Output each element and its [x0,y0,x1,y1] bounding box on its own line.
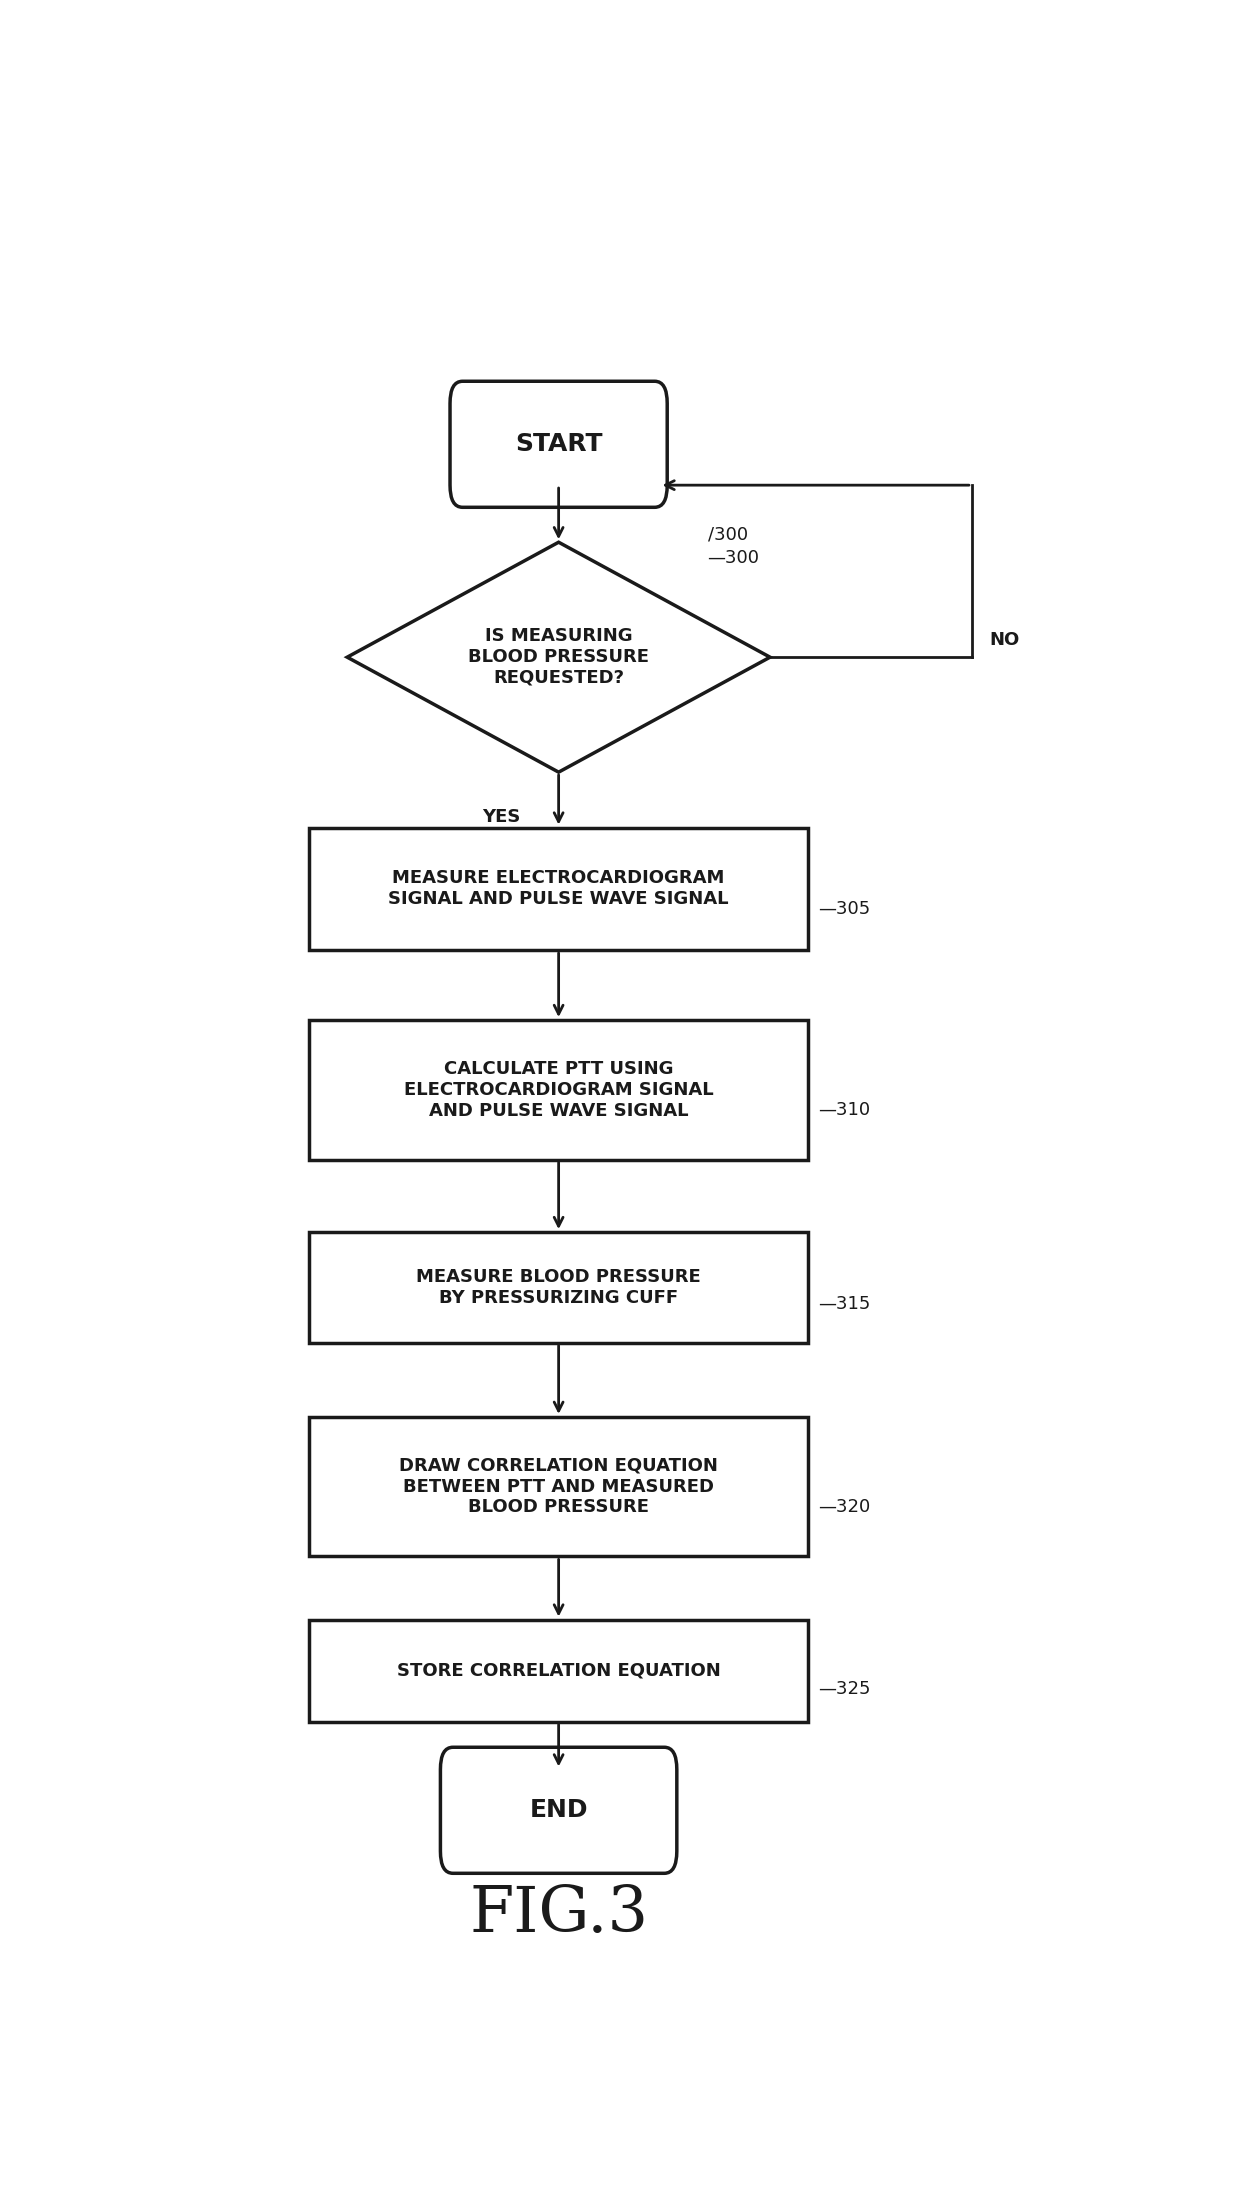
Text: CALCULATE PTT USING
ELECTROCARDIOGRAM SIGNAL
AND PULSE WAVE SIGNAL: CALCULATE PTT USING ELECTROCARDIOGRAM SI… [404,1060,713,1119]
Bar [309,1619,808,1721]
FancyBboxPatch shape [450,380,667,507]
Text: /300: /300 [708,526,748,544]
Bar [309,1418,808,1557]
Text: MEASURE ELECTROCARDIOGRAM
SIGNAL AND PULSE WAVE SIGNAL: MEASURE ELECTROCARDIOGRAM SIGNAL AND PUL… [388,869,729,909]
Text: —300: —300 [708,549,760,568]
Text: END: END [529,1798,588,1823]
Text: —315: —315 [818,1296,870,1314]
Polygon shape [347,542,770,772]
Text: NO: NO [990,630,1019,648]
Text: MEASURE BLOOD PRESSURE
BY PRESSURIZING CUFF: MEASURE BLOOD PRESSURE BY PRESSURIZING C… [417,1267,701,1307]
Text: —320: —320 [818,1498,870,1515]
Text: IS MEASURING
BLOOD PRESSURE
REQUESTED?: IS MEASURING BLOOD PRESSURE REQUESTED? [469,628,649,688]
Text: —310: —310 [818,1102,870,1119]
Text: DRAW CORRELATION EQUATION
BETWEEN PTT AND MEASURED
BLOOD PRESSURE: DRAW CORRELATION EQUATION BETWEEN PTT AN… [399,1458,718,1517]
Text: YES: YES [482,807,520,825]
Bar [309,1020,808,1159]
Text: —325: —325 [818,1681,870,1699]
Text: STORE CORRELATION EQUATION: STORE CORRELATION EQUATION [397,1661,720,1679]
Text: FIG.3: FIG.3 [469,1885,649,1944]
Bar [309,1232,808,1343]
Bar [309,827,808,951]
Text: START: START [515,431,603,456]
FancyBboxPatch shape [440,1747,677,1874]
Text: —305: —305 [818,900,870,918]
